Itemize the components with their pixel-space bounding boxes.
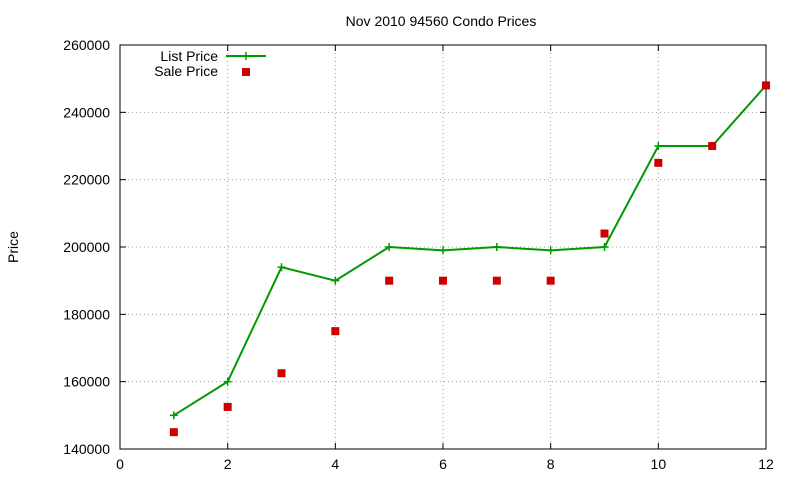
sale-price-point [331,327,340,336]
sale-price-point [708,142,717,150]
chart-title: Nov 2010 94560 Condo Prices [346,13,537,29]
list-price-point [223,377,232,386]
y-tick-label: 260000 [63,37,110,53]
legend-marker [242,52,250,60]
sale-price-point [439,276,447,285]
sale-price-point [169,428,178,437]
y-tick-label: 140000 [63,441,110,457]
x-tick-label: 10 [651,456,667,472]
legend-marker [242,68,250,76]
sale-price-point [600,229,609,238]
list-price-point [169,411,178,420]
tick-labels: 0 2 4 6 8 10 12 140000 160000 180000 200000 220000 2… [63,37,774,472]
list-price-point [546,246,555,255]
x-tick-label: 2 [224,456,232,472]
list-price-point [654,142,663,150]
legend-swatch-sale-price [242,68,250,76]
y-tick-label: 180000 [63,306,110,322]
legend-swatch-list-price [226,52,266,60]
sale-price-point [546,276,555,285]
legend-label-list-price: List Price [160,48,218,64]
y-tick-label: 200000 [63,239,110,255]
legend-label-sale-price: Sale Price [154,63,218,79]
sale-price-point [492,276,501,285]
y-axis-label: Price [5,231,21,263]
series [169,81,770,437]
x-tick-label: 8 [547,456,555,472]
sale-price-point [223,402,232,411]
x-tick-label: 0 [116,456,124,472]
sale-price-point [762,81,770,90]
list-price-point [600,243,609,251]
x-tick-label: 12 [758,456,774,472]
x-tick-label: 4 [331,456,339,472]
list-price-point [439,246,447,255]
sale-price-point [277,369,286,378]
y-tick-label: 220000 [63,172,110,188]
y-tick-label: 240000 [63,104,110,120]
y-tick-label: 160000 [63,374,110,390]
list-price-point [277,263,286,272]
x-tick-label: 6 [439,456,447,472]
axis-ticks [119,44,767,450]
series-line-list-price [173,84,767,417]
sale-price-point [385,276,394,285]
sale-price-point [654,158,663,167]
list-price-point [331,276,340,285]
list-price-point [385,243,394,251]
legend: List Price Sale Price [154,48,266,79]
list-price-point [492,243,501,251]
